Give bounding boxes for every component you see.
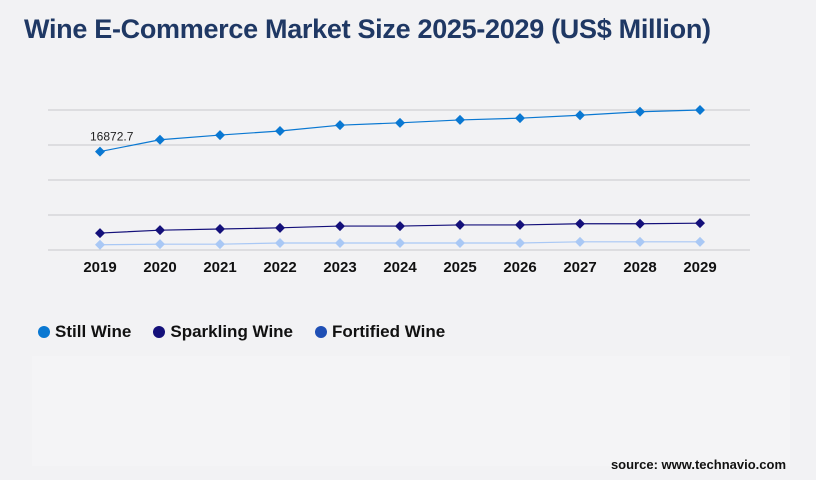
data-point	[455, 219, 465, 230]
x-tick-label: 2019	[83, 259, 116, 276]
data-point	[95, 228, 105, 239]
data-point	[395, 117, 405, 128]
data-point	[515, 219, 525, 230]
data-point	[635, 236, 645, 247]
data-point	[275, 126, 285, 136]
legend-item: Sparkling Wine	[153, 322, 293, 342]
data-point	[515, 113, 525, 124]
data-point	[395, 221, 405, 232]
legend-label: Still Wine	[55, 322, 132, 341]
data-point	[635, 218, 645, 229]
chart-title: Wine E-Commerce Market Size 2025-2029 (U…	[24, 14, 711, 44]
data-point	[155, 239, 165, 250]
data-point	[455, 238, 465, 248]
x-tick-label: 2028	[623, 259, 656, 276]
data-point	[695, 236, 705, 247]
x-tick-label: 2022	[263, 259, 296, 276]
data-point	[575, 218, 585, 229]
x-tick-label: 2020	[143, 259, 176, 276]
x-tick-label: 2026	[503, 259, 536, 276]
data-point	[695, 218, 705, 229]
legend-label: Sparkling Wine	[170, 322, 294, 341]
data-point	[215, 224, 225, 234]
data-point	[575, 110, 585, 121]
line-chart: 2019 2020 2021 2022 2023 2024 2025 2026 2027 2028…	[48, 105, 750, 276]
x-tick-label: 2023	[323, 259, 356, 276]
data-point	[215, 130, 225, 141]
x-tick-label: 2029	[683, 259, 716, 276]
x-tick-label: 2024	[383, 259, 417, 276]
background-panel	[32, 356, 790, 466]
source-text: source: www.technavio.com	[610, 457, 786, 472]
data-point	[155, 134, 165, 145]
data-point	[95, 146, 105, 157]
x-tick-label: 2025	[443, 259, 476, 276]
data-label: 16872.7	[90, 130, 134, 144]
data-point	[335, 238, 345, 248]
legend: Still Wine Sparkling Wine Fortified Wine	[38, 322, 445, 342]
data-point	[335, 120, 345, 131]
data-point	[275, 222, 285, 233]
legend-label: Fortified Wine	[332, 322, 446, 341]
legend-item: Fortified Wine	[315, 322, 445, 342]
x-tick-label: 2027	[563, 259, 596, 276]
data-point	[215, 239, 225, 250]
data-point	[275, 238, 285, 248]
data-point	[515, 238, 525, 248]
legend-marker-icon	[38, 326, 50, 338]
legend-marker-icon	[315, 326, 328, 338]
legend-marker-icon	[153, 326, 166, 338]
data-point	[95, 239, 105, 250]
data-point	[695, 105, 705, 115]
data-point	[575, 236, 585, 247]
legend-item: Still Wine	[38, 322, 131, 342]
data-point	[155, 225, 165, 236]
data-point	[335, 221, 345, 232]
data-point	[395, 238, 405, 248]
x-tick-label: 2021	[203, 259, 236, 276]
data-point	[455, 114, 465, 125]
data-point	[635, 106, 645, 117]
